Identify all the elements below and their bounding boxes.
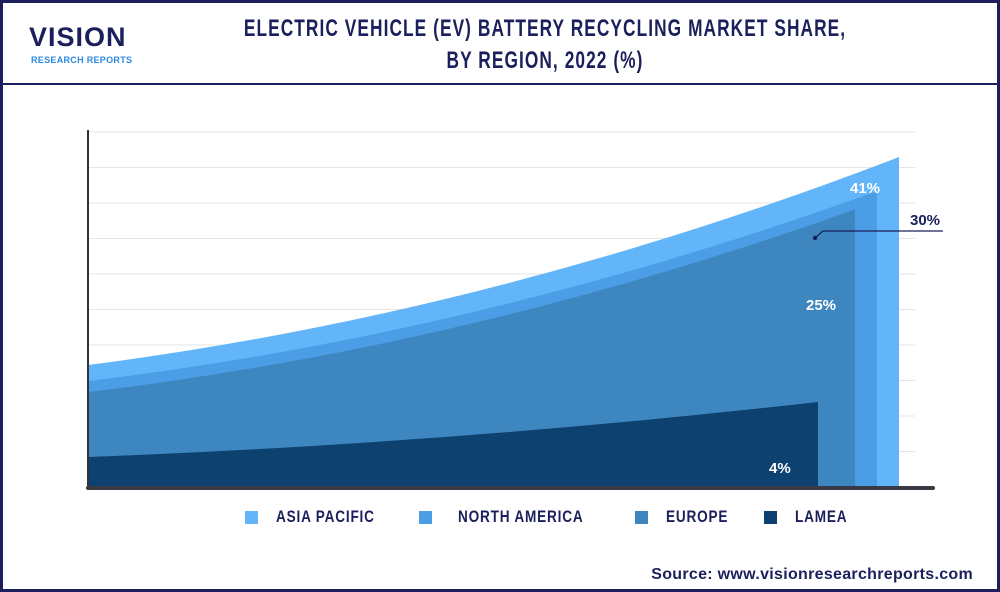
legend-label: ASIA PACIFIC <box>276 507 375 526</box>
legend-label: EUROPE <box>666 507 729 526</box>
legend-item-north-america: NORTH AMERICA <box>419 507 615 527</box>
legend-swatch <box>245 510 258 524</box>
leader-polyline <box>814 230 943 239</box>
area-europe <box>88 209 855 487</box>
logo-sub: RESEARCH REPORTS <box>31 55 133 65</box>
chart-title-line1: ELECTRIC VEHICLE (EV) BATTERY RECYCLING … <box>243 15 847 42</box>
chart-title-line2: BY REGION, 2022 (%) <box>446 47 644 74</box>
source-text: Source: www.visionresearchreports.com <box>651 566 973 583</box>
data-label-lamea: 4% <box>769 460 791 477</box>
legend-swatch <box>635 510 649 524</box>
leader-line <box>812 230 943 241</box>
legend-label: LAMEA <box>795 507 848 526</box>
legend-swatch <box>419 510 433 524</box>
areas <box>88 157 899 487</box>
logo: VISION RESEARCH REPORTS <box>29 23 139 69</box>
data-label-asia-pacific: 41% <box>850 180 880 197</box>
legend-item-lamea: LAMEA <box>764 507 860 527</box>
legend-swatch <box>764 510 778 524</box>
logo-main: VISION <box>29 22 127 52</box>
legend-item-asia-pacific: ASIA PACIFIC <box>245 507 399 527</box>
data-label-north-america: 30% <box>910 212 940 229</box>
legend: ASIA PACIFIC NORTH AMERICA EUROPE LAMEA <box>245 507 881 527</box>
legend-label: NORTH AMERICA <box>458 507 584 526</box>
data-label-europe: 25% <box>806 297 836 314</box>
header: VISION RESEARCH REPORTS <box>3 3 997 85</box>
area-lamea <box>88 402 818 487</box>
legend-item-europe: EUROPE <box>635 507 744 527</box>
